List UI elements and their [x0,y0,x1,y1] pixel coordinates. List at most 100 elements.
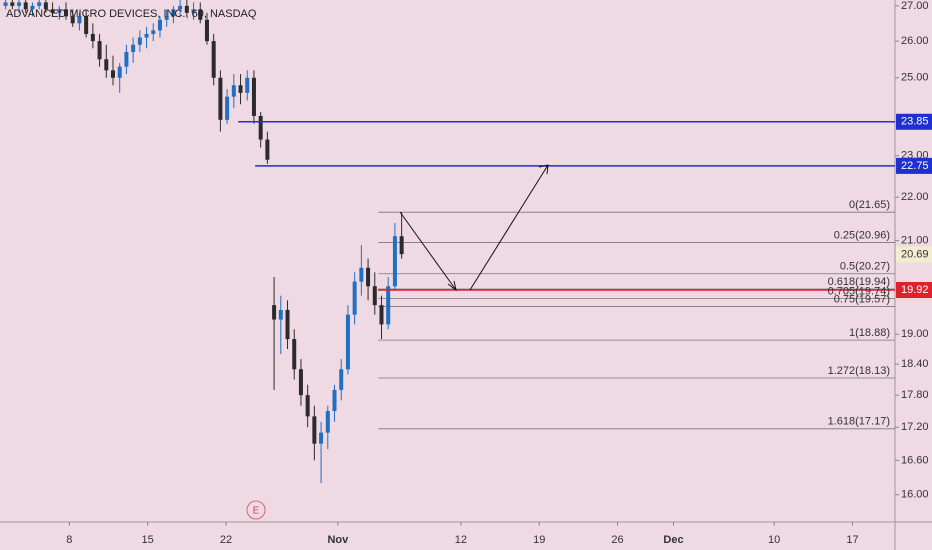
candle-body [392,236,397,287]
candle-body [157,19,162,31]
fib-label: 1.272(18.13) [828,365,890,377]
candle-body [90,33,95,42]
candle-body [70,16,75,24]
candle-body [131,44,136,52]
x-tick-label: 12 [455,534,467,546]
fib-label: 1(18.88) [849,327,890,339]
y-tick-label: 16.60 [901,454,929,466]
candle-body [352,281,357,315]
plot [3,0,895,484]
fib-label: 0.618(19.94) [828,276,890,288]
arrow-head [447,280,457,292]
y-tick-label: 17.20 [901,421,929,433]
fib-label: 1.618(17.17) [828,416,890,428]
candle-body [285,309,290,340]
candle-body [265,139,270,160]
candle-body [64,9,69,17]
candle-body [110,70,115,78]
y-tick-label: 21.00 [901,235,929,247]
candle-body [245,77,250,93]
candle-body [84,16,89,34]
y-tick-label: 25.00 [901,72,929,84]
fib-label: 0.5(20.27) [840,261,890,273]
candle-body [104,59,109,71]
arrow-up [469,164,549,291]
y-tick-label: 18.40 [901,358,929,370]
candle-body [171,9,176,17]
candle-body [43,2,48,10]
candle-body [137,37,142,45]
candle-body [191,9,196,13]
x-tick-label: 19 [533,534,545,546]
candle-body [312,416,317,444]
candle-body [37,2,42,6]
candle-body [30,5,35,10]
price-level-label: 22.75 [901,160,929,172]
chart-title: ADVANCED MICRO DEVICES, INC., 60, NASDAQ [6,8,257,20]
candle-body [278,309,283,320]
fib-label: 0.705(19.74) [828,285,890,297]
candle-body [211,41,216,78]
candle-body [332,389,337,412]
x-tick-label: Dec [663,534,683,546]
price-level-tag [896,113,932,130]
candle-body [10,2,15,6]
price-level-tag [896,157,932,174]
candle-body [3,2,8,6]
x-tick-label: 26 [611,534,623,546]
candle-body [292,339,297,370]
candle-body [218,77,223,120]
candle-body [339,369,344,390]
price-level-label: 23.85 [901,116,929,128]
candle-body [144,33,149,38]
candle-body [298,369,303,396]
x-tick-label: 17 [846,534,858,546]
candle-body [379,305,384,325]
y-tick-label: 19.00 [901,328,929,340]
candle-body [258,115,263,140]
candle-body [198,9,203,20]
x-tick-label: Nov [327,534,349,546]
candle-body [77,16,82,24]
x-tick-label: 8 [66,534,72,546]
candle-body [231,85,236,97]
candle-body [359,267,364,282]
y-tick-label: 16.00 [901,489,929,501]
candle-body [204,19,209,42]
y-tick-label: 27.00 [901,0,929,12]
candle-body [386,286,391,325]
y-tick-label: 17.80 [901,389,929,401]
candle-body [345,314,350,370]
y-tick-label: 22.00 [901,191,929,203]
candle-body [164,16,169,20]
earnings-marker [246,500,266,520]
x-tick-label: 10 [768,534,780,546]
price-level-tag [896,282,932,299]
price-level-label: 19.92 [901,284,929,296]
candle-body [366,267,371,287]
arrow-down [399,211,457,291]
candle-body [399,236,404,255]
candle-body [23,2,28,10]
candle-body [372,286,377,306]
candle-body [124,51,129,67]
candle-body [251,77,256,116]
candle-body [325,411,330,433]
last-price-tag [896,246,932,263]
fib-label: 0(21.65) [849,199,890,211]
candle-body [57,9,62,13]
candle-body [151,30,156,34]
candle-body [178,5,183,10]
candle-body [50,9,55,13]
fib-label: 0.25(20.96) [834,229,890,241]
candle-body [225,96,230,120]
y-tick-label: 26.00 [901,35,929,47]
fib-label: 0.75(19.57) [834,293,890,305]
candle-body [184,5,189,13]
candle-body [305,395,310,417]
last-price-label: 20.69 [901,248,929,260]
candle-body [272,305,277,320]
arrows [399,164,549,292]
